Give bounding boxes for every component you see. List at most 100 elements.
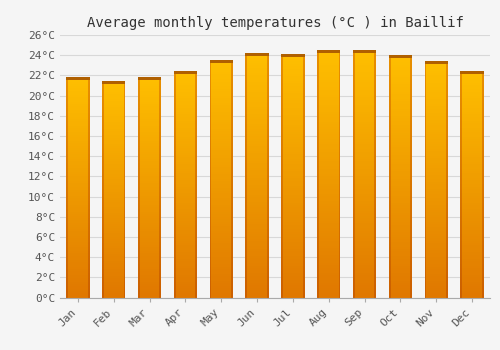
- Bar: [246, 65, 248, 68]
- Bar: [88, 132, 90, 135]
- Bar: [210, 217, 233, 219]
- Bar: [138, 236, 140, 238]
- Bar: [317, 102, 319, 105]
- Bar: [424, 208, 426, 210]
- Bar: [424, 151, 448, 153]
- Bar: [210, 191, 233, 193]
- Bar: [389, 164, 390, 167]
- Bar: [138, 275, 161, 278]
- Bar: [160, 144, 161, 146]
- Bar: [338, 201, 340, 203]
- Bar: [210, 141, 233, 143]
- Bar: [460, 264, 483, 266]
- Bar: [317, 184, 340, 186]
- Bar: [282, 278, 304, 280]
- Bar: [231, 236, 233, 238]
- Bar: [389, 188, 390, 191]
- Bar: [138, 97, 140, 99]
- Bar: [282, 154, 283, 156]
- Bar: [460, 230, 483, 232]
- Bar: [174, 293, 197, 295]
- Bar: [446, 265, 448, 267]
- Bar: [389, 135, 412, 138]
- Bar: [138, 124, 161, 126]
- Bar: [210, 205, 212, 207]
- Bar: [138, 77, 161, 79]
- Bar: [231, 65, 233, 67]
- Bar: [246, 212, 248, 215]
- Bar: [282, 127, 304, 130]
- Bar: [102, 237, 104, 239]
- Bar: [88, 205, 90, 207]
- Bar: [302, 142, 304, 144]
- Bar: [460, 254, 483, 257]
- Bar: [88, 209, 90, 212]
- Bar: [66, 209, 90, 212]
- Bar: [231, 131, 233, 134]
- Bar: [389, 140, 390, 142]
- Bar: [174, 112, 197, 114]
- Bar: [353, 152, 376, 154]
- Bar: [210, 86, 212, 89]
- Bar: [410, 174, 412, 176]
- Bar: [353, 263, 376, 265]
- Bar: [389, 230, 412, 232]
- Bar: [138, 196, 161, 198]
- Bar: [66, 258, 90, 260]
- Bar: [460, 254, 462, 257]
- Bar: [210, 167, 233, 169]
- Bar: [88, 163, 90, 166]
- Bar: [389, 293, 390, 295]
- Bar: [424, 83, 426, 85]
- Bar: [460, 128, 462, 130]
- Bar: [317, 258, 319, 260]
- Bar: [410, 261, 412, 264]
- Bar: [138, 194, 140, 196]
- Bar: [66, 249, 68, 251]
- Bar: [66, 278, 90, 280]
- Bar: [317, 57, 340, 60]
- Bar: [210, 224, 212, 226]
- Bar: [174, 214, 197, 216]
- Bar: [174, 198, 197, 200]
- Bar: [160, 231, 161, 234]
- Bar: [424, 184, 448, 187]
- Bar: [302, 290, 304, 293]
- Bar: [374, 105, 376, 107]
- Bar: [88, 289, 90, 291]
- Bar: [124, 209, 126, 211]
- Bar: [389, 242, 412, 244]
- Bar: [353, 110, 376, 112]
- Bar: [353, 134, 376, 137]
- Bar: [160, 181, 161, 183]
- Bar: [138, 183, 161, 185]
- Bar: [282, 96, 283, 98]
- Bar: [210, 267, 212, 269]
- Bar: [317, 80, 340, 82]
- Bar: [460, 96, 462, 98]
- Bar: [195, 214, 197, 216]
- Bar: [317, 275, 319, 278]
- Bar: [88, 124, 90, 126]
- Bar: [174, 266, 197, 268]
- Bar: [353, 102, 376, 105]
- Bar: [282, 293, 304, 295]
- Bar: [66, 93, 68, 95]
- Bar: [138, 139, 161, 141]
- Bar: [267, 215, 268, 217]
- Bar: [446, 231, 448, 234]
- Bar: [195, 103, 197, 105]
- Bar: [389, 232, 412, 234]
- Bar: [267, 229, 268, 232]
- Bar: [338, 164, 340, 166]
- Bar: [88, 265, 90, 267]
- Bar: [174, 282, 176, 284]
- Bar: [66, 273, 90, 275]
- Bar: [317, 132, 340, 134]
- Bar: [138, 168, 161, 170]
- Bar: [88, 183, 90, 185]
- Bar: [446, 66, 448, 68]
- Bar: [246, 95, 268, 97]
- Bar: [353, 206, 355, 209]
- Bar: [88, 253, 90, 256]
